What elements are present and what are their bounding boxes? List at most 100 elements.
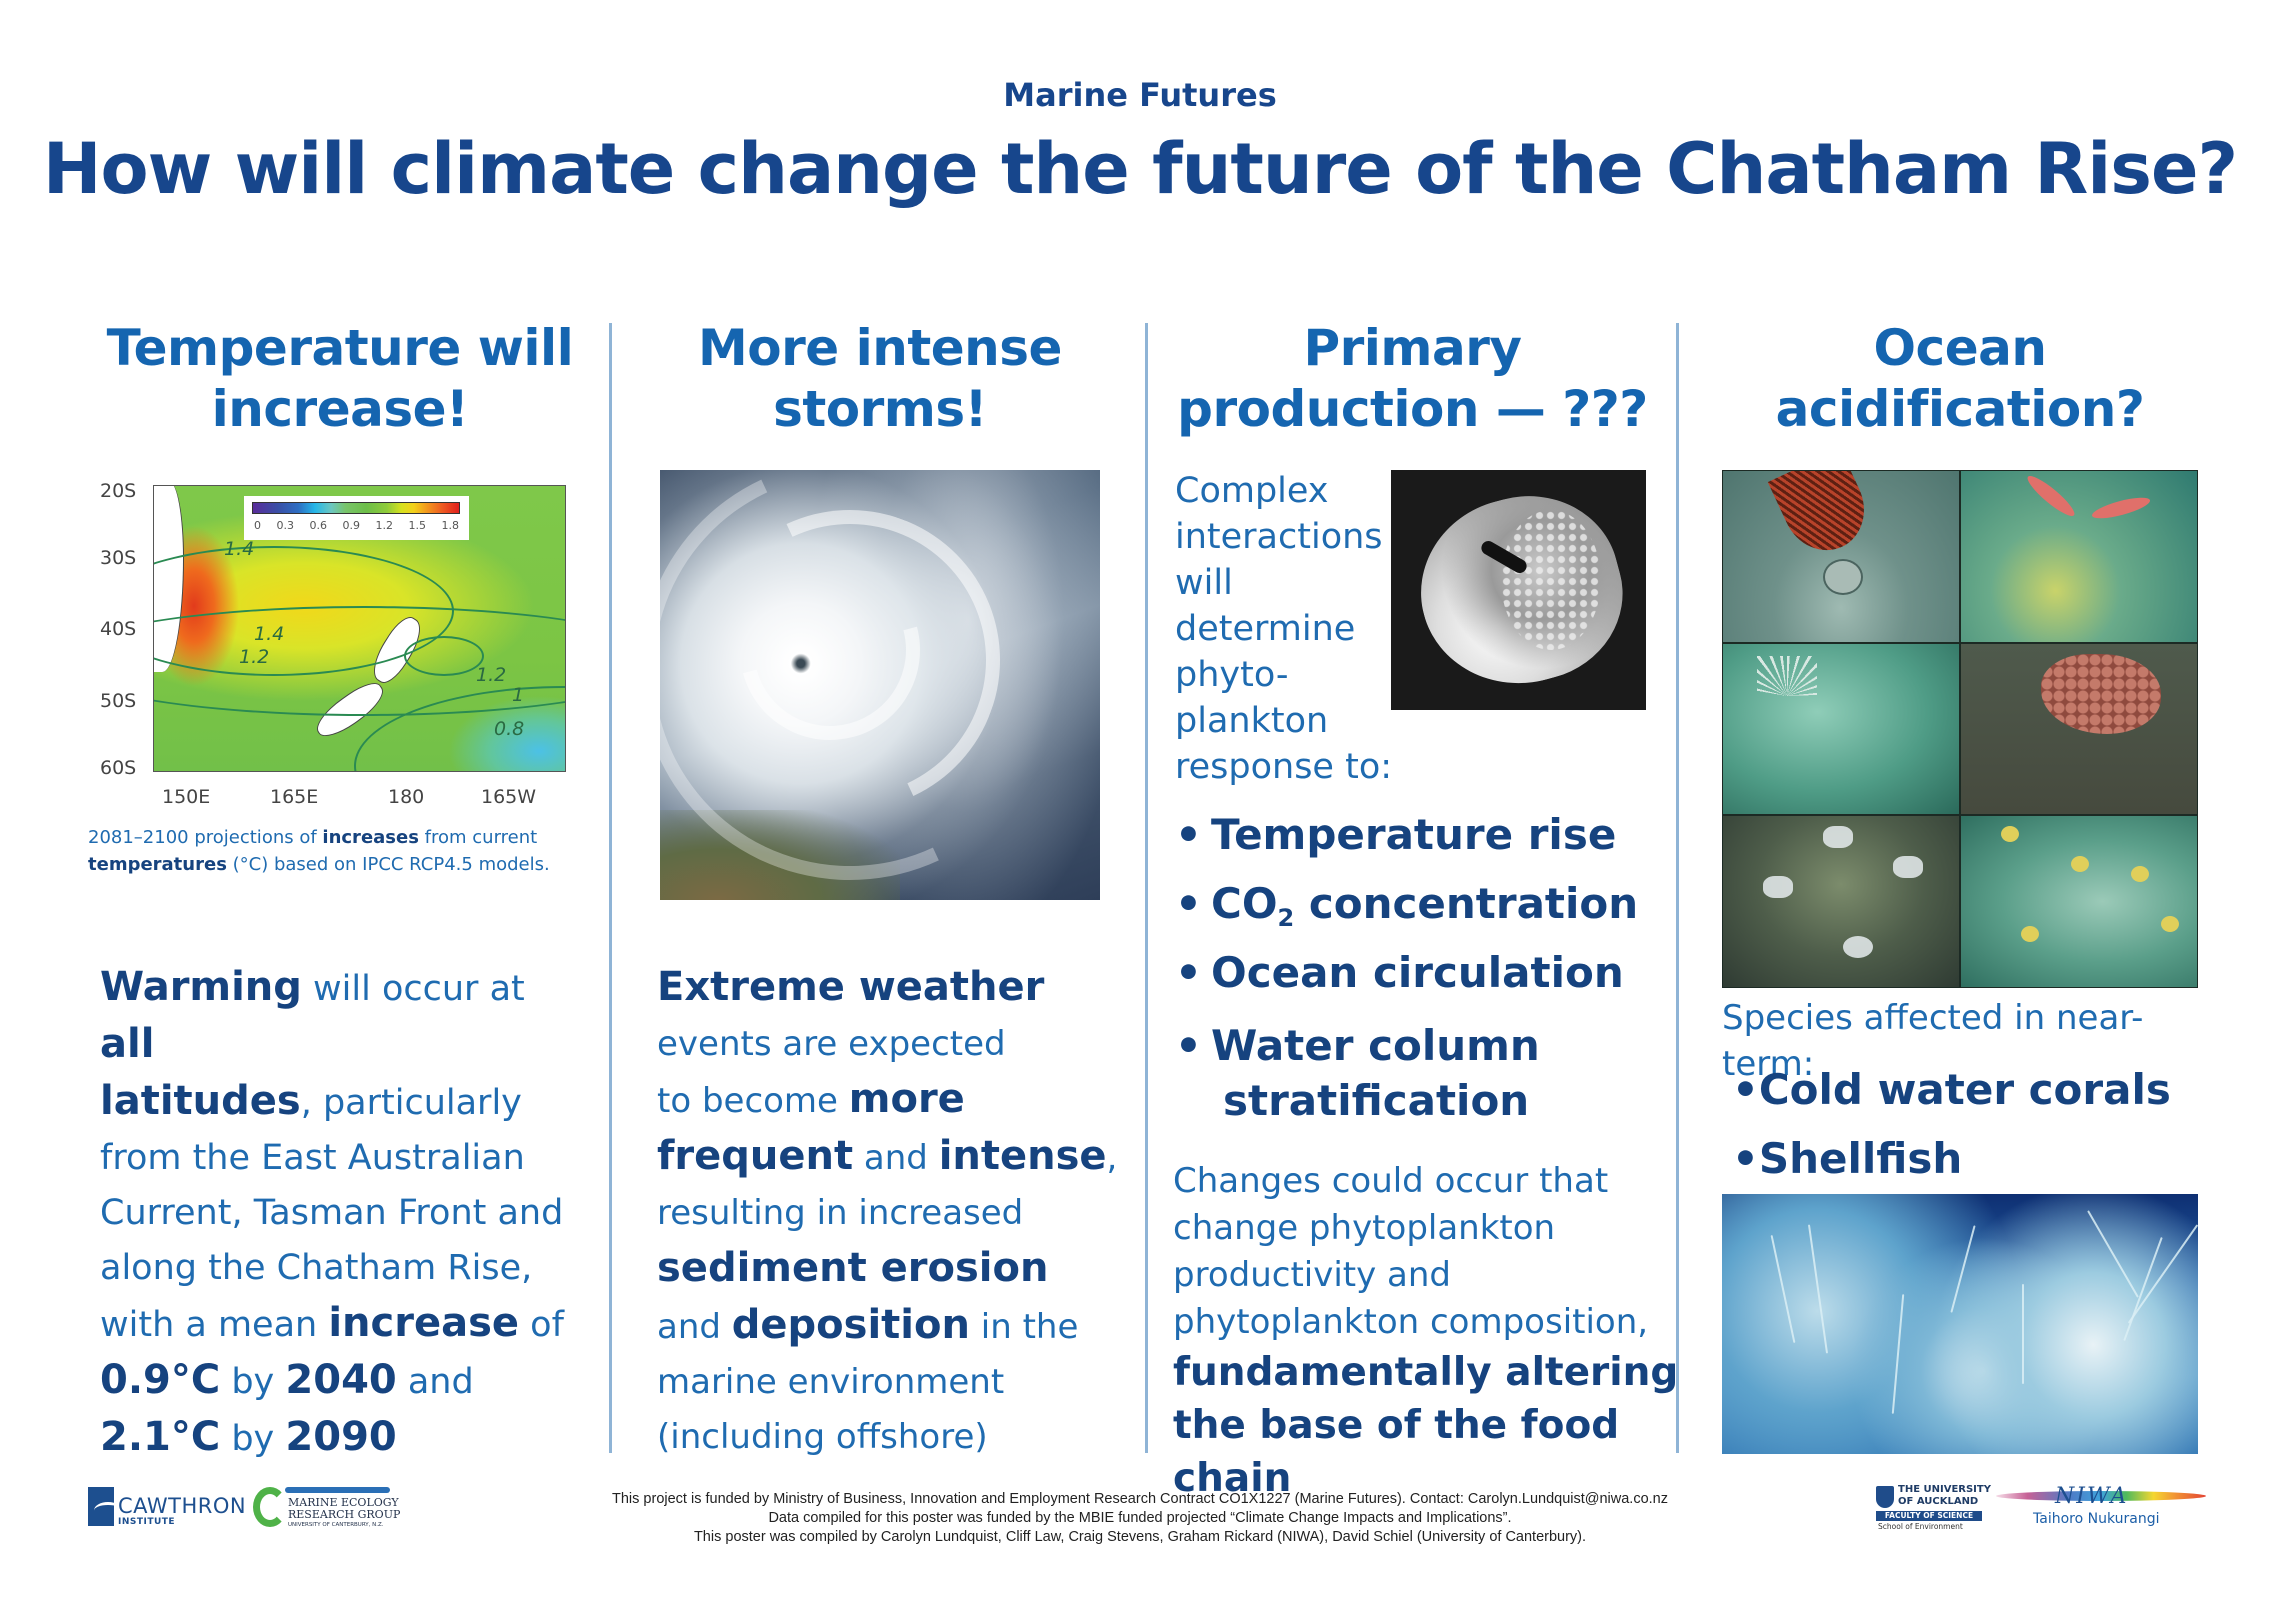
text: resulting in increased xyxy=(657,1193,1024,1233)
text-line: determine xyxy=(1175,609,1356,649)
text-line: Complex xyxy=(1175,471,1329,511)
bullet-item: •Cold water corals xyxy=(1722,1055,2202,1124)
heading-line: Temperature will xyxy=(106,319,574,377)
text: , xyxy=(1106,1138,1118,1178)
text-line: interactions xyxy=(1175,517,1383,557)
bullet-text: Water column xyxy=(1211,1021,1540,1070)
bold-text: frequent xyxy=(657,1133,854,1179)
crest-icon xyxy=(1876,1486,1894,1508)
text: in the xyxy=(969,1307,1079,1347)
caption-text: (°C) based on IPCC RCP4.5 models. xyxy=(226,854,550,875)
colorbar-tick: 1.2 xyxy=(375,519,394,532)
coral-polyp xyxy=(2161,916,2179,933)
map-colorbar-legend: 0 0.3 0.6 0.9 1.2 1.5 1.8 xyxy=(244,496,469,540)
colorbar-tick: 0 xyxy=(254,519,261,532)
bold-text: all xyxy=(100,1021,155,1067)
seafloor-photo xyxy=(1961,471,2197,642)
text-line: phyto- xyxy=(1175,655,1289,695)
text: (including offshore) xyxy=(657,1417,988,1457)
fish xyxy=(2023,471,2079,521)
coral-polyp xyxy=(2001,826,2019,843)
heading-line: production — ??? xyxy=(1177,380,1648,438)
logo-text: NIWA xyxy=(2055,1484,2129,1509)
credit-line: This poster was compiled by Carolyn Lund… xyxy=(693,1529,1587,1545)
bullet-item: • Water column xyxy=(1175,1011,1665,1080)
caption-text: 2081–2100 projections of xyxy=(88,827,323,848)
sst-anomaly-map: 1.4 1.4 1.2 1.2 1 0.8 0 0.3 0.6 0.9 1.2 … xyxy=(153,485,566,772)
text: events are expected xyxy=(657,1024,1006,1064)
lon-label: 165W xyxy=(481,786,537,808)
contour-line xyxy=(404,636,484,676)
bullet-icon: • xyxy=(1732,1134,1759,1183)
text: concentration xyxy=(1294,879,1639,928)
bullet-text: Shellfish xyxy=(1758,1134,1963,1183)
koru-icon xyxy=(253,1487,287,1527)
storms-body: Extreme weather events are expected to b… xyxy=(657,960,1137,1465)
contour-label: 1 xyxy=(512,684,525,706)
text: Current, Tasman Front and xyxy=(100,1193,564,1233)
bullet-item: • Ocean circulation xyxy=(1175,938,1665,1007)
lat-label: 40S xyxy=(100,618,137,640)
column-divider xyxy=(1145,323,1148,1453)
seafloor-photo xyxy=(1723,816,1959,987)
text: along the Chatham Rise, xyxy=(100,1248,533,1288)
text: to become xyxy=(657,1081,849,1121)
bold-text: latitudes xyxy=(100,1078,301,1124)
lat-label: 20S xyxy=(100,480,137,502)
cold-water-coral-image xyxy=(1722,1194,2198,1454)
lat-label: 50S xyxy=(100,690,137,712)
seafloor-photo xyxy=(1961,643,2197,815)
bold-text: deposition xyxy=(731,1302,970,1348)
logo-school: School of Environment xyxy=(1878,1522,1963,1531)
subscript: 2 xyxy=(1277,904,1295,932)
phytoplankton-sem-image xyxy=(1391,470,1646,710)
production-body: Changes could occur that change phytopla… xyxy=(1173,1158,1683,1505)
bold-text: more xyxy=(848,1076,965,1122)
column-heading: Ocean acidification? xyxy=(1690,318,2230,440)
text: by xyxy=(220,1362,286,1402)
temperature-body: Warming will occur at all latitudes, par… xyxy=(100,960,590,1467)
text: and xyxy=(853,1138,939,1178)
species-bullet-list: •Cold water corals •Shellfish xyxy=(1722,1055,2202,1193)
bullet-icon: • xyxy=(1175,1021,1202,1070)
coral-polyp xyxy=(2071,856,2089,873)
coral-stalk xyxy=(2022,1284,2024,1384)
seafloor-photo xyxy=(1723,643,1959,815)
text: CO xyxy=(1211,879,1278,928)
anemone xyxy=(1757,655,1817,696)
logo-line: OF AUCKLAND xyxy=(1898,1496,1979,1507)
bold-text: 2090 xyxy=(285,1414,397,1460)
bullet-item: • CO2 concentration xyxy=(1175,869,1665,938)
seafloor-photo xyxy=(1723,471,1959,642)
bold-text: increase xyxy=(328,1300,520,1346)
bullet-icon: • xyxy=(1175,948,1202,997)
fish xyxy=(2090,493,2152,523)
bullet-text: Ocean circulation xyxy=(1211,948,1624,997)
seafloor-photo xyxy=(1961,816,2197,987)
coral-stalk xyxy=(2087,1210,2139,1298)
caption-bold: temperatures xyxy=(88,854,227,875)
bullet-item: • Temperature rise xyxy=(1175,800,1665,869)
sea-pen xyxy=(1767,471,1879,564)
heading-line: More intense xyxy=(698,319,1062,377)
seafloor-photo-grid xyxy=(1722,470,2198,988)
contour-line xyxy=(154,606,565,716)
logo-subtext: Taihoro Nukurangi xyxy=(2033,1511,2160,1527)
bold-text: Warming xyxy=(100,964,302,1010)
contour-label: 1.2 xyxy=(239,646,270,668)
coral-stalk xyxy=(1891,1294,1905,1414)
heading-line: storms! xyxy=(773,380,987,438)
colorbar-ticks: 0 0.3 0.6 0.9 1.2 1.5 1.8 xyxy=(254,519,459,532)
landmass xyxy=(660,810,900,900)
sponge xyxy=(1823,826,1853,849)
coral-polyp xyxy=(2021,926,2039,943)
coral-polyp xyxy=(2131,866,2149,883)
text: by xyxy=(220,1419,286,1459)
coral-stalk xyxy=(2127,1224,2198,1324)
sponge xyxy=(1843,936,1873,959)
text: marine environment xyxy=(657,1362,1005,1402)
heading-line: increase! xyxy=(211,380,469,438)
lat-label: 60S xyxy=(100,757,137,779)
contour-label: 1.4 xyxy=(224,538,255,560)
rainbow-swoosh-icon xyxy=(1996,1491,2206,1501)
